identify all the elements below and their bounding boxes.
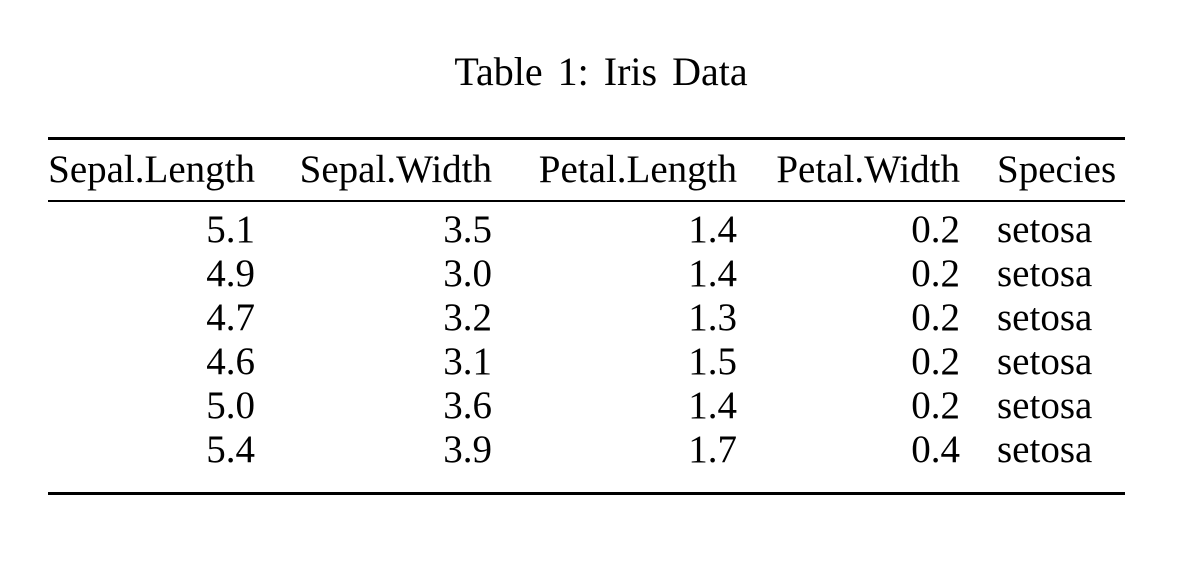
table-cell: setosa <box>997 428 1093 471</box>
column-header-petal-width: Petal.Width <box>737 138 960 202</box>
table-row: 4.6 3.1 1.5 0.2 setosa <box>48 340 1125 384</box>
table-cell: 0.2 <box>911 296 960 339</box>
table-cell: 1.7 <box>688 428 737 471</box>
table-cell: setosa <box>997 296 1093 339</box>
column-header-sepal-length: Sepal.Length <box>48 138 255 202</box>
column-header-species: Species <box>960 138 1125 202</box>
table-cell: 1.4 <box>688 384 737 427</box>
table-row: 4.9 3.0 1.4 0.2 setosa <box>48 252 1125 296</box>
table-cell: setosa <box>997 208 1093 251</box>
table-cell: 1.3 <box>688 296 737 339</box>
header-row: Sepal.Length Sepal.Width Petal.Length Petal… <box>48 138 1125 202</box>
table-cell: 1.5 <box>688 340 737 383</box>
table-body: 5.1 3.5 1.4 0.2 setosa 4.9 3.0 1.4 0.2 setosa 4.7 3… <box>48 201 1125 494</box>
table-cell: setosa <box>997 252 1093 295</box>
table-caption: Table 1: Iris Data <box>454 49 748 94</box>
column-header-petal-length: Petal.Length <box>492 138 737 202</box>
table-cell: 0.2 <box>911 384 960 427</box>
table-cell: 3.6 <box>443 384 492 427</box>
table-cell: 0.2 <box>911 208 960 251</box>
table-row: 4.7 3.2 1.3 0.2 setosa <box>48 296 1125 340</box>
table-cell: 4.6 <box>206 340 255 383</box>
table-cell: 1.4 <box>688 208 737 251</box>
table-cell: 0.4 <box>911 428 960 471</box>
table-cell: 5.1 <box>206 208 255 251</box>
table-cell: 0.2 <box>911 252 960 295</box>
table-cell: 3.2 <box>443 296 492 339</box>
table-cell: 3.5 <box>443 208 492 251</box>
table-cell: 4.9 <box>206 252 255 295</box>
table-cell: setosa <box>997 384 1093 427</box>
table-row: 5.1 3.5 1.4 0.2 setosa <box>48 201 1125 252</box>
table-cell: 3.0 <box>443 252 492 295</box>
column-header-sepal-width: Sepal.Width <box>255 138 492 202</box>
table-cell: 3.9 <box>443 428 492 471</box>
table-row: 5.0 3.6 1.4 0.2 setosa <box>48 384 1125 428</box>
table-row: 5.4 3.9 1.7 0.4 setosa <box>48 428 1125 494</box>
table-cell: setosa <box>997 340 1093 383</box>
table-cell: 3.1 <box>443 340 492 383</box>
table-cell: 0.2 <box>911 340 960 383</box>
iris-data-table: Sepal.Length Sepal.Width Petal.Length Petal… <box>48 137 1125 495</box>
table-cell: 5.4 <box>206 428 255 471</box>
table-cell: 5.0 <box>206 384 255 427</box>
table-cell: 1.4 <box>688 252 737 295</box>
table-cell: 4.7 <box>206 296 255 339</box>
